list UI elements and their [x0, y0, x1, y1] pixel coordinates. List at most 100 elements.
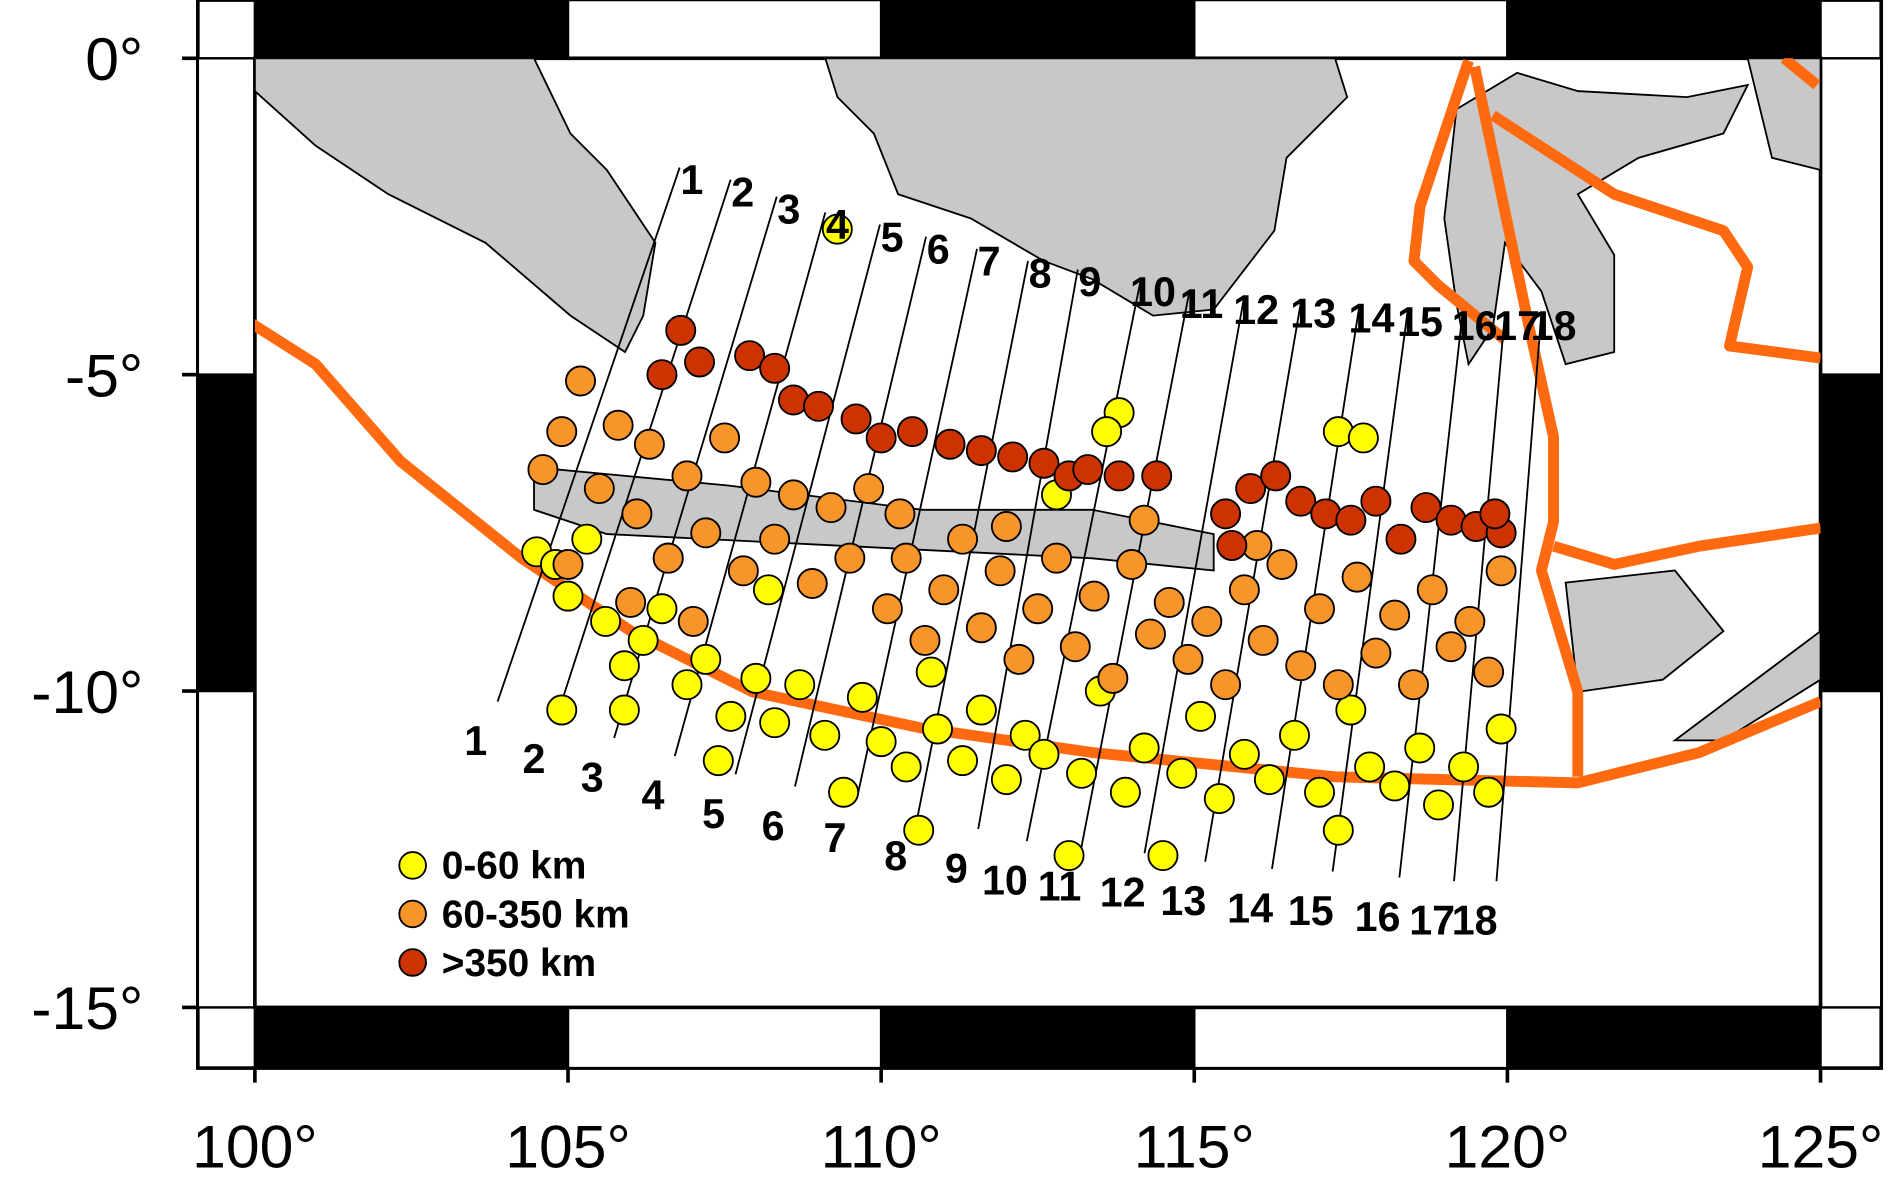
earthquake	[1379, 770, 1411, 802]
earthquake	[965, 694, 997, 726]
profile-line	[1495, 313, 1543, 882]
earthquake	[740, 662, 772, 694]
earthquake	[1059, 631, 1091, 663]
earthquake	[1116, 549, 1148, 580]
earthquake	[646, 359, 678, 391]
halmahera	[1746, 58, 1821, 171]
earthquakes	[521, 213, 1517, 872]
profile-label: 16	[1452, 303, 1498, 349]
earthquake	[727, 555, 759, 587]
earthquake	[903, 814, 935, 846]
earthquake	[1473, 656, 1505, 688]
borneo	[824, 58, 1349, 317]
earthquake	[809, 719, 841, 751]
earthquake	[709, 422, 741, 454]
earthquake	[552, 549, 584, 580]
profile-label: 3	[777, 186, 800, 232]
earthquake	[1078, 580, 1110, 612]
scale-bar	[1506, 0, 1822, 60]
profile-label: 8	[884, 833, 907, 879]
earthquake	[1041, 542, 1072, 574]
legend-marker	[398, 899, 427, 929]
earthquake	[871, 593, 903, 625]
profile-label: 6	[927, 226, 950, 272]
earthquake	[1454, 605, 1486, 637]
scale-bar	[566, 0, 883, 60]
profile-label: 16	[1355, 894, 1401, 940]
earthquake	[984, 555, 1016, 587]
sumatra	[254, 58, 657, 354]
earthquake	[677, 605, 709, 637]
profile-label: 15	[1288, 888, 1334, 934]
profile-label: 13	[1290, 291, 1336, 337]
earthquake	[1360, 637, 1392, 669]
earthquake	[1423, 789, 1454, 821]
earthquake	[828, 776, 860, 808]
earthquake	[1279, 719, 1310, 751]
y-tick-label: -5°	[65, 342, 143, 410]
earthquake	[684, 346, 715, 378]
profile-label: 10	[1130, 269, 1176, 315]
plate-boundary	[1551, 522, 1821, 570]
earthquake	[1203, 783, 1235, 815]
plate-boundary	[1489, 110, 1821, 364]
earthquake	[1228, 574, 1260, 606]
earthquake	[909, 624, 941, 656]
y-tick-label: 0°	[85, 25, 143, 93]
earthquake	[1003, 643, 1035, 675]
profile-label: 10	[982, 858, 1028, 904]
profile-label: 11	[1180, 281, 1224, 327]
earthquake	[1360, 485, 1392, 517]
earthquake	[1435, 631, 1467, 663]
earthquake	[865, 422, 897, 454]
scale-bar	[253, 0, 570, 60]
earthquake	[1347, 422, 1379, 454]
profile-line	[1143, 297, 1245, 854]
earthquake	[1103, 460, 1135, 492]
earthquake	[671, 669, 703, 701]
profile-label: 5	[881, 214, 904, 260]
x-tick-label: 120°	[1445, 1113, 1571, 1181]
earthquake	[1216, 530, 1248, 561]
earthquake	[1322, 814, 1354, 846]
earthquake	[934, 428, 966, 460]
profile-label: 7	[824, 815, 847, 861]
earthquake	[633, 428, 665, 460]
sulawesi	[1443, 71, 1750, 367]
earthquake	[1304, 593, 1336, 625]
x-tick-label: 100°	[192, 1113, 318, 1181]
earthquake	[552, 580, 584, 612]
x-tick-label: 125°	[1758, 1113, 1884, 1181]
earthquake	[997, 441, 1029, 473]
scale-bar	[1193, 0, 1509, 60]
earthquake	[1354, 751, 1386, 783]
earthquake	[1404, 732, 1436, 764]
earthquake	[1260, 460, 1292, 492]
earthquake	[759, 352, 791, 384]
scale-bar	[1819, 373, 1883, 693]
profile-label: 5	[702, 791, 725, 837]
earthquake	[740, 466, 772, 498]
earthquake	[1448, 751, 1480, 783]
profile-label: 18	[1452, 898, 1498, 944]
scale-bar	[1819, 689, 1883, 1009]
profile-label: 9	[1078, 259, 1101, 305]
legend-label: >350 km	[442, 942, 596, 985]
profile-label: 2	[523, 736, 546, 782]
earthquake	[1072, 454, 1104, 486]
earthquake	[702, 745, 734, 777]
earthquake	[1247, 624, 1279, 656]
earthquake	[565, 365, 597, 397]
earthquake	[1128, 732, 1160, 764]
earthquake	[990, 764, 1022, 796]
earthquake	[571, 523, 603, 555]
earthquake	[1109, 776, 1141, 808]
earthquake	[602, 409, 634, 441]
earthquake	[840, 403, 872, 435]
legend-label: 60-350 km	[442, 893, 630, 936]
profile-label: 14	[1227, 885, 1273, 931]
legend-marker	[398, 948, 427, 977]
earthquake	[915, 656, 947, 688]
earthquake	[922, 713, 953, 745]
profile-line	[855, 248, 978, 799]
